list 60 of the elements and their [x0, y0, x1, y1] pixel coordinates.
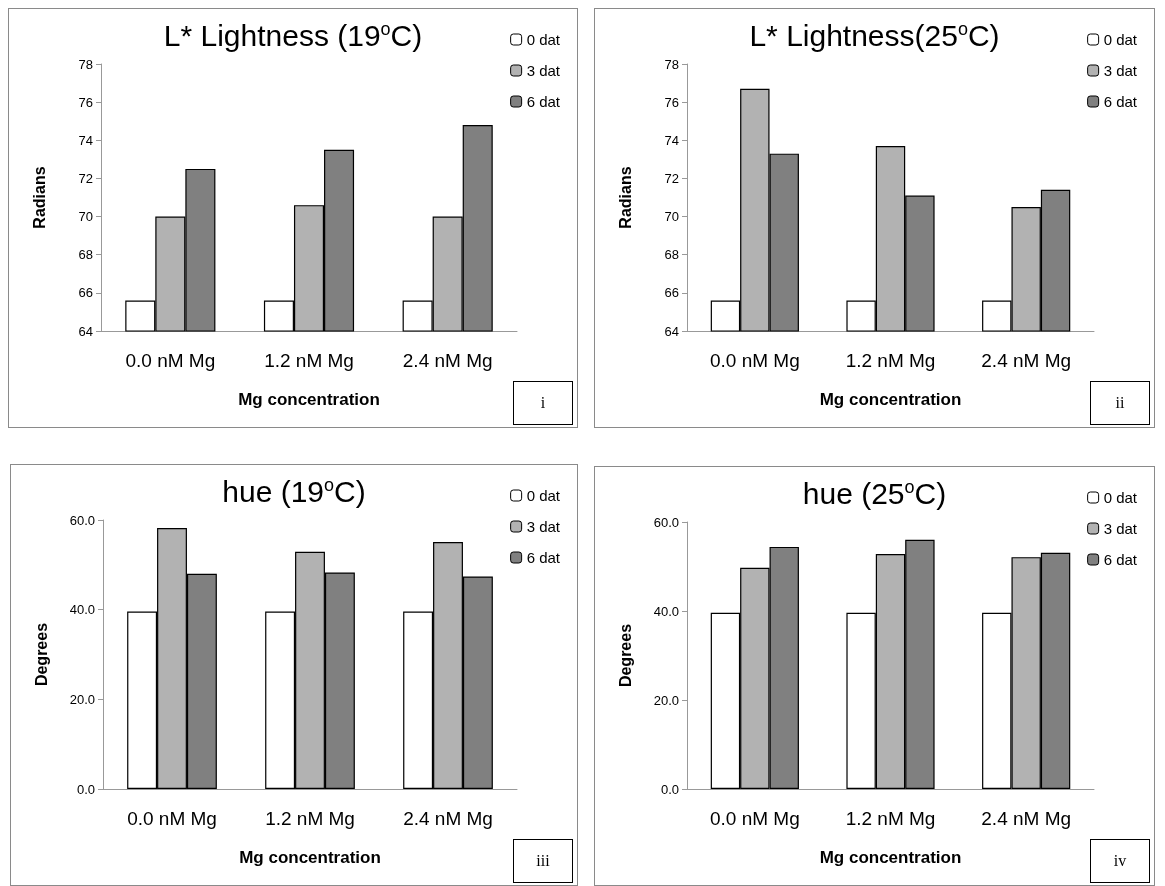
y-axis-title: Radians	[30, 166, 48, 229]
y-axis-title: Degrees	[32, 622, 50, 687]
y-tick-label: 68	[664, 247, 679, 263]
y-tick-label: 76	[78, 94, 93, 110]
y-tick-label: 64	[664, 323, 679, 339]
y-tick-label: 72	[78, 170, 93, 186]
y-tick-label: 76	[664, 94, 679, 110]
y-tick-label: 0.0	[76, 781, 95, 797]
y-axis-title: Radians	[616, 166, 634, 229]
x-tick-label: 0.0 nM Mg	[709, 808, 800, 829]
y-tick-label: 20.0	[653, 692, 679, 708]
y-tick-label: 74	[78, 132, 93, 148]
x-tick-label: 2.4 nM Mg	[981, 350, 1072, 371]
legend-label: 6 dat	[1103, 551, 1138, 568]
text: ii	[1090, 381, 1150, 425]
y-tick-label: 68	[78, 247, 93, 263]
y-tick-label: 60.0	[653, 514, 679, 530]
legend-label: 0 dat	[526, 487, 561, 504]
x-tick-label: 1.2 nM Mg	[845, 808, 936, 829]
y-tick-label: 70	[664, 209, 679, 225]
x-axis-title: Mg concentration	[238, 390, 380, 409]
text: i	[513, 381, 573, 425]
x-tick-label: 0.0 nM Mg	[127, 808, 217, 829]
y-tick-label: 66	[78, 285, 93, 301]
legend-label: 3 dat	[526, 62, 561, 79]
legend-label: 3 dat	[1103, 62, 1138, 79]
y-tick-label: 78	[664, 56, 679, 72]
x-axis-title: Mg concentration	[819, 390, 962, 409]
y-tick-label: 20.0	[69, 691, 95, 707]
legend-label: 0 dat	[1103, 31, 1138, 48]
x-axis-title: Mg concentration	[239, 848, 381, 867]
x-axis-title: Mg concentration	[819, 848, 962, 867]
legend-label: 3 dat	[1103, 520, 1138, 537]
y-axis-title: Degrees	[616, 623, 634, 688]
y-tick-label: 60.0	[69, 512, 95, 528]
x-tick-label: 1.2 nM Mg	[264, 350, 354, 371]
y-tick-label: 78	[78, 56, 93, 72]
legend-label: 6 dat	[526, 93, 561, 110]
x-tick-label: 2.4 nM Mg	[403, 808, 493, 829]
legend-label: 0 dat	[1103, 489, 1138, 506]
y-tick-label: 40.0	[69, 602, 95, 618]
y-tick-label: 0.0	[660, 781, 679, 797]
y-tick-label: 72	[664, 170, 679, 186]
legend-label: 6 dat	[1103, 93, 1138, 110]
x-tick-label: 0.0 nM Mg	[125, 350, 216, 371]
y-tick-label: 70	[78, 209, 93, 225]
x-tick-label: 2.4 nM Mg	[402, 350, 493, 371]
x-tick-label: 2.4 nM Mg	[981, 808, 1072, 829]
y-tick-label: 74	[664, 132, 679, 148]
y-tick-label: 66	[664, 285, 679, 301]
x-tick-label: 1.2 nM Mg	[845, 350, 936, 371]
y-tick-label: 40.0	[653, 603, 679, 619]
text: iii	[513, 839, 573, 883]
text: iv	[1090, 839, 1150, 883]
y-tick-label: 64	[78, 323, 93, 339]
legend-label: 0 dat	[526, 31, 561, 48]
x-tick-label: 0.0 nM Mg	[709, 350, 800, 371]
legend-label: 3 dat	[526, 518, 561, 535]
x-tick-label: 1.2 nM Mg	[265, 808, 355, 829]
legend-label: 6 dat	[526, 549, 561, 566]
